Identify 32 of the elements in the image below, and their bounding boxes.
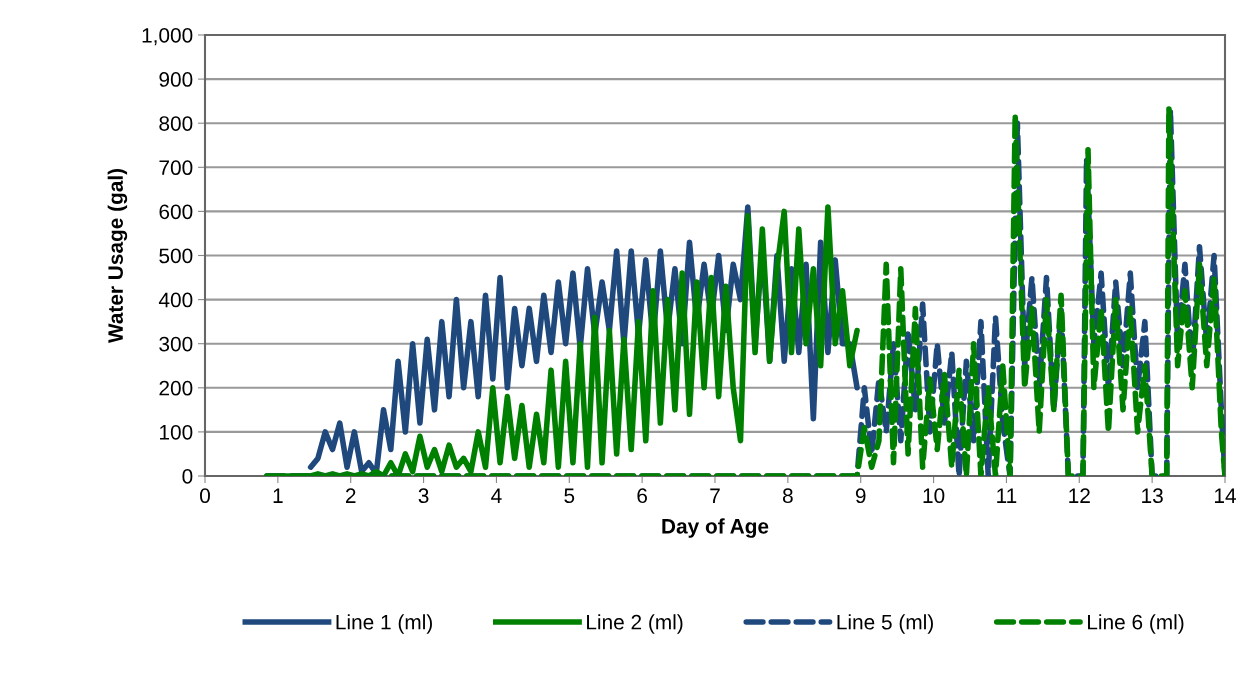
y-tick-label: 1,000	[142, 28, 193, 46]
x-tick-label: 12	[1069, 488, 1090, 503]
x-tick-label: 4	[491, 488, 502, 503]
y-tick-label: 100	[160, 424, 193, 440]
y-tick-label: 500	[159, 248, 193, 264]
legend-label: Line 5 (ml)	[837, 614, 933, 634]
x-tick-label: 9	[855, 488, 866, 504]
y-tick-label: 200	[159, 380, 193, 396]
y-tick-label: 900	[159, 72, 193, 87]
x-tick-label: 8	[782, 488, 793, 504]
x-tick-label: 7	[710, 488, 720, 503]
y-tick-label: 700	[159, 160, 193, 176]
x-tick-label: 10	[923, 488, 945, 504]
x-tick-label: 14	[1215, 488, 1236, 503]
y-tick-label: 800	[159, 116, 193, 131]
legend-label: Line 6 (ml)	[1088, 614, 1184, 634]
y-tick-label: 0	[182, 469, 193, 484]
x-tick-label: 1	[273, 488, 283, 503]
y-tick-label: 400	[158, 292, 193, 308]
x-tick-label: 5	[564, 488, 575, 504]
x-tick-label: 2	[345, 488, 356, 503]
y-axis-title: Water Usage (gal)	[107, 168, 128, 344]
x-tick-label: 11	[997, 488, 1017, 503]
legend-label: Line 1 (ml)	[336, 614, 432, 634]
legend-label: Line 2 (ml)	[587, 614, 683, 634]
x-tick-label: 3	[418, 488, 429, 504]
x-tick-label: 13	[1142, 488, 1163, 504]
y-tick-label: 600	[159, 204, 193, 220]
x-tick-label: 6	[637, 488, 648, 504]
x-tick-label: 0	[200, 488, 210, 504]
y-tick-label: 300	[159, 336, 193, 352]
x-axis-title: Day of Age	[662, 518, 769, 538]
